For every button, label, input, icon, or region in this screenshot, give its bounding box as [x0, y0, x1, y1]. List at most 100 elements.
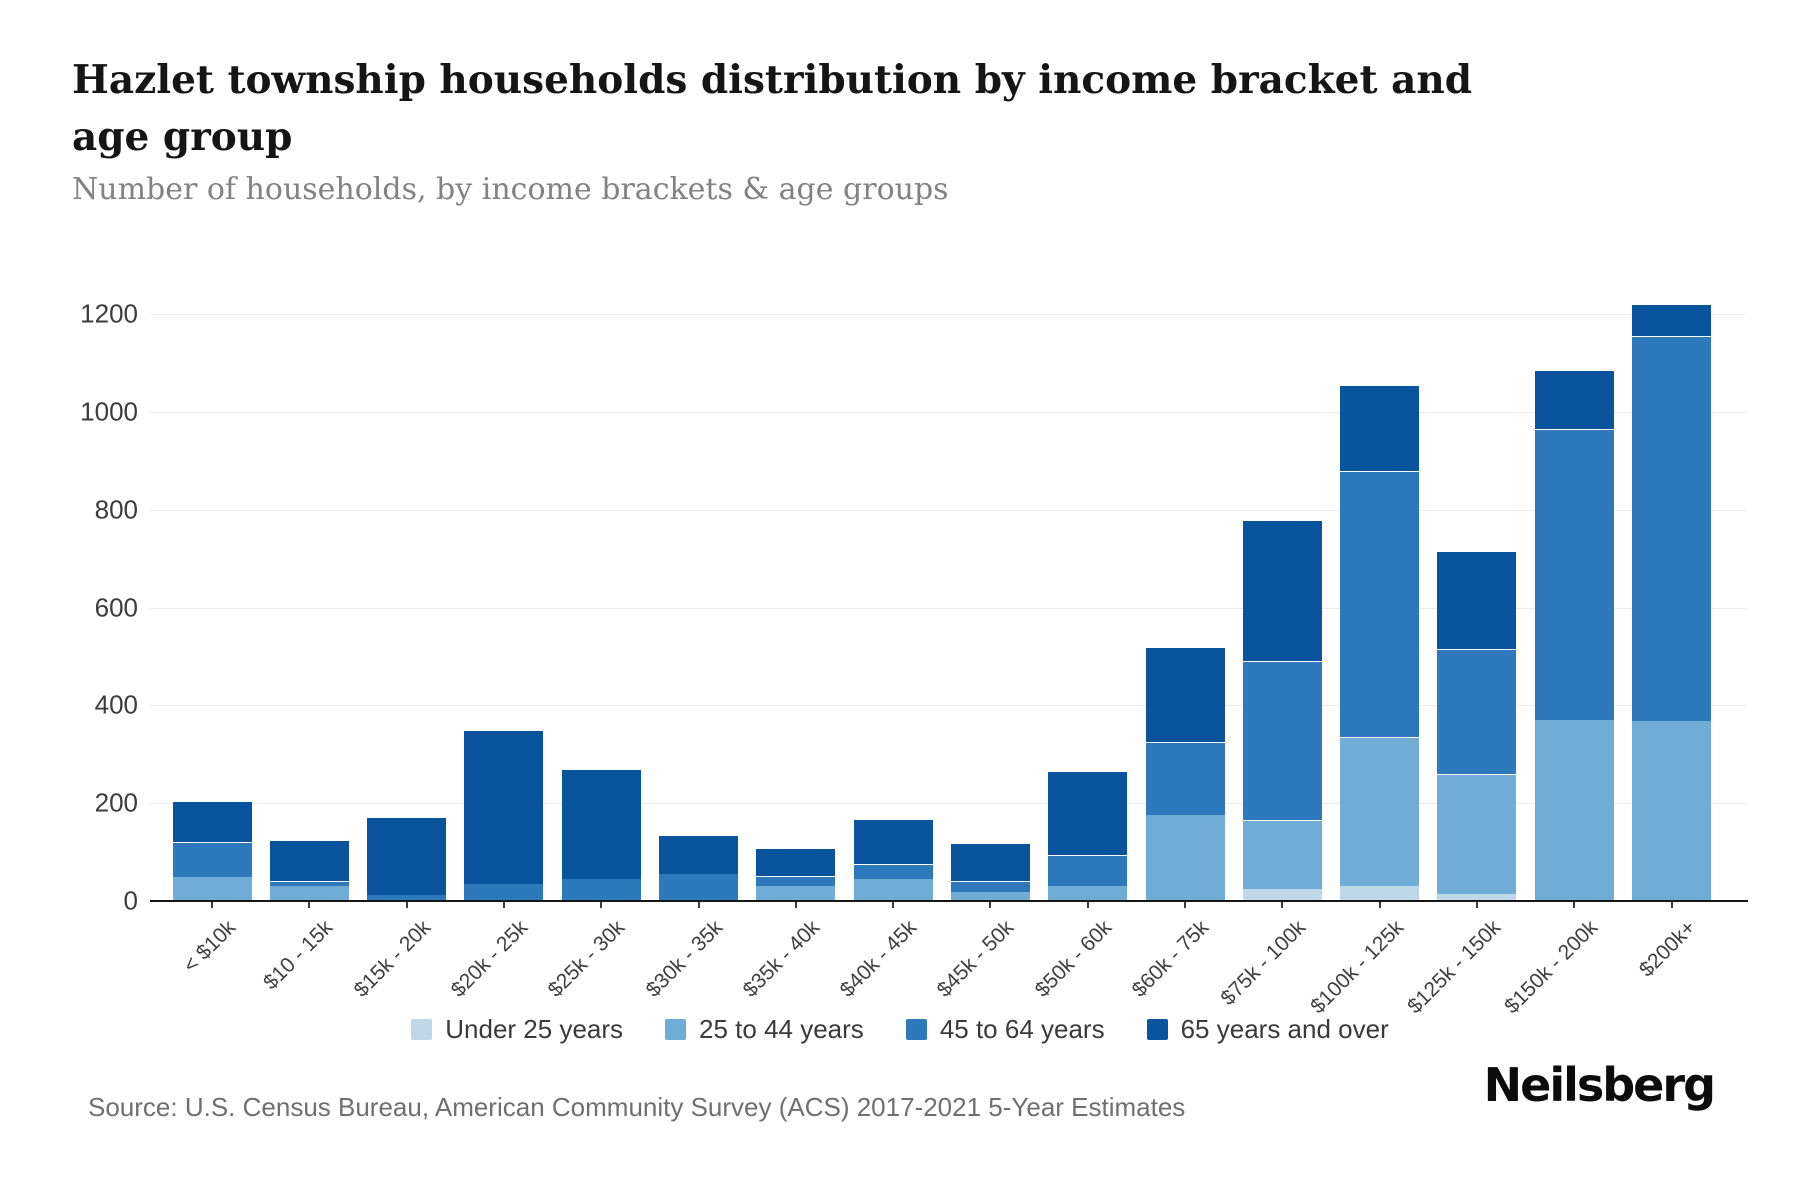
- bar-segment-25-to-44-years[interactable]: [1534, 720, 1614, 901]
- y-tick-label-800: 800: [94, 494, 138, 525]
- bar-segment-65-years-and-over[interactable]: [1632, 304, 1711, 337]
- bar-segment-45-to-64-years[interactable]: [1340, 470, 1420, 738]
- bar-segment-65-years-and-over[interactable]: [950, 843, 1030, 882]
- gridline-1000: [150, 411, 1746, 413]
- x-tick: [794, 902, 797, 908]
- plot-area: [155, 304, 1743, 901]
- y-tick-label-1200: 1200: [80, 298, 138, 329]
- bar-segment-25-to-44-years[interactable]: [853, 879, 933, 901]
- bar--10k[interactable]: [172, 800, 252, 901]
- bar-segment-65-years-and-over[interactable]: [659, 834, 738, 875]
- x-tick: [892, 902, 895, 908]
- x-tick: [502, 902, 505, 908]
- bar-segment-45-to-64-years[interactable]: [1242, 661, 1322, 821]
- bar-segment-25-to-44-years[interactable]: [950, 892, 1030, 901]
- x-tick: [600, 902, 603, 908]
- bar-segment-25-to-44-years[interactable]: [1048, 886, 1128, 901]
- x-tick: [211, 902, 213, 908]
- bar-segment-65-years-and-over[interactable]: [1145, 646, 1225, 743]
- x-tick: [1281, 902, 1284, 908]
- bar--10-15k[interactable]: [269, 839, 349, 901]
- bar-segment-65-years-and-over[interactable]: [172, 800, 252, 843]
- bar--20k-25k[interactable]: [464, 729, 544, 901]
- y-tick-label-600: 600: [94, 592, 138, 622]
- bar--30k-35k[interactable]: [659, 834, 738, 901]
- bar-segment-25-to-44-years[interactable]: [1145, 815, 1225, 901]
- chart-subtitle: Number of households, by income brackets…: [72, 172, 949, 207]
- bar-segment-65-years-and-over[interactable]: [561, 768, 641, 879]
- bar-segment-65-years-and-over[interactable]: [1534, 370, 1614, 429]
- bar-segment-65-years-and-over[interactable]: [269, 839, 349, 882]
- bar-segment-65-years-and-over[interactable]: [1340, 384, 1420, 471]
- bar-segment-25-to-44-years[interactable]: [269, 886, 349, 901]
- bar-segment-65-years-and-over[interactable]: [464, 729, 544, 884]
- x-tick: [1475, 902, 1478, 908]
- bar-segment-65-years-and-over[interactable]: [1242, 519, 1322, 662]
- bar-segment-45-to-64-years[interactable]: [950, 881, 1030, 893]
- x-tick: [1378, 902, 1381, 908]
- gridline-600: [150, 607, 1746, 609]
- bar-segment-45-to-64-years[interactable]: [1048, 854, 1128, 887]
- bar-segment-65-years-and-over[interactable]: [1048, 771, 1128, 855]
- legend-label: 25 to 44 years: [699, 1014, 864, 1044]
- x-tick: [989, 902, 992, 908]
- bar-segment-45-to-64-years[interactable]: [659, 874, 738, 901]
- gridline-800: [150, 509, 1746, 511]
- bar-segment-25-to-44-years[interactable]: [1242, 820, 1322, 889]
- bar--45k-50k[interactable]: [950, 843, 1030, 901]
- bar--35k-40k[interactable]: [756, 848, 836, 901]
- y-tick-label-1000: 1000: [80, 396, 138, 427]
- bar-segment-25-to-44-years[interactable]: [1340, 737, 1420, 887]
- x-tick: [405, 902, 408, 908]
- bar--50k-60k[interactable]: [1048, 771, 1128, 901]
- legend: Under 25 years 25 to 44 years 45 to 64 yea…: [0, 1014, 1800, 1045]
- bar-segment-25-to-44-years[interactable]: [756, 886, 836, 901]
- bar--40k-45k[interactable]: [853, 818, 933, 901]
- x-tick: [1184, 902, 1186, 908]
- legend-item-45-to-64-years[interactable]: 45 to 64 years: [905, 1014, 1105, 1045]
- bar--75k-100k[interactable]: [1242, 519, 1322, 901]
- bar-segment-65-years-and-over[interactable]: [367, 816, 447, 896]
- legend-item-65-years-and-over[interactable]: 65 years and over: [1146, 1014, 1389, 1045]
- bar-segment-25-to-44-years[interactable]: [172, 876, 252, 901]
- bar-segment-45-to-64-years[interactable]: [1437, 649, 1517, 774]
- bar--60k-75k[interactable]: [1145, 646, 1225, 901]
- bar-segment-45-to-64-years[interactable]: [1534, 428, 1614, 721]
- bar--25k-30k[interactable]: [561, 768, 641, 901]
- bar--15k-20k[interactable]: [367, 816, 447, 901]
- bar-segment-45-to-64-years[interactable]: [1632, 336, 1711, 721]
- bar-segment-under-25-years[interactable]: [1242, 888, 1322, 901]
- bar-segment-65-years-and-over[interactable]: [1437, 551, 1517, 650]
- bar-segment-45-to-64-years[interactable]: [1145, 742, 1225, 816]
- legend-item-under-25-years[interactable]: Under 25 years: [411, 1014, 623, 1045]
- bar--200k+[interactable]: [1632, 304, 1711, 901]
- legend-swatch-icon: [1146, 1019, 1168, 1040]
- bar-segment-65-years-and-over[interactable]: [853, 818, 933, 865]
- bar-segment-45-to-64-years[interactable]: [367, 895, 447, 901]
- bar-segment-under-25-years[interactable]: [1437, 893, 1517, 901]
- bar-segment-45-to-64-years[interactable]: [172, 842, 252, 877]
- legend-item-25-to-44-years[interactable]: 25 to 44 years: [665, 1014, 864, 1045]
- bar-segment-65-years-and-over[interactable]: [756, 848, 836, 876]
- bar-segment-45-to-64-years[interactable]: [756, 875, 836, 887]
- bar-segment-25-to-44-years[interactable]: [1437, 773, 1517, 894]
- bar--125k-150k[interactable]: [1437, 551, 1517, 901]
- legend-swatch-icon: [905, 1019, 927, 1040]
- gridline-400: [150, 705, 1746, 707]
- x-tick: [1086, 902, 1089, 908]
- bar--150k-200k[interactable]: [1534, 370, 1614, 901]
- bar--100k-125k[interactable]: [1340, 384, 1420, 901]
- bar-segment-45-to-64-years[interactable]: [561, 879, 641, 901]
- bar-segment-under-25-years[interactable]: [1340, 886, 1420, 901]
- x-tick: [1670, 902, 1673, 908]
- bar-segment-25-to-44-years[interactable]: [1632, 721, 1711, 901]
- legend-label: Under 25 years: [445, 1014, 624, 1044]
- bar-segment-45-to-64-years[interactable]: [464, 883, 544, 901]
- legend-swatch-icon: [665, 1019, 687, 1040]
- y-tick-label-400: 400: [94, 689, 138, 720]
- x-tick: [697, 902, 700, 908]
- bar-segment-45-to-64-years[interactable]: [853, 864, 933, 879]
- gridline-200: [150, 803, 1746, 805]
- bar-segment-45-to-64-years[interactable]: [269, 881, 349, 887]
